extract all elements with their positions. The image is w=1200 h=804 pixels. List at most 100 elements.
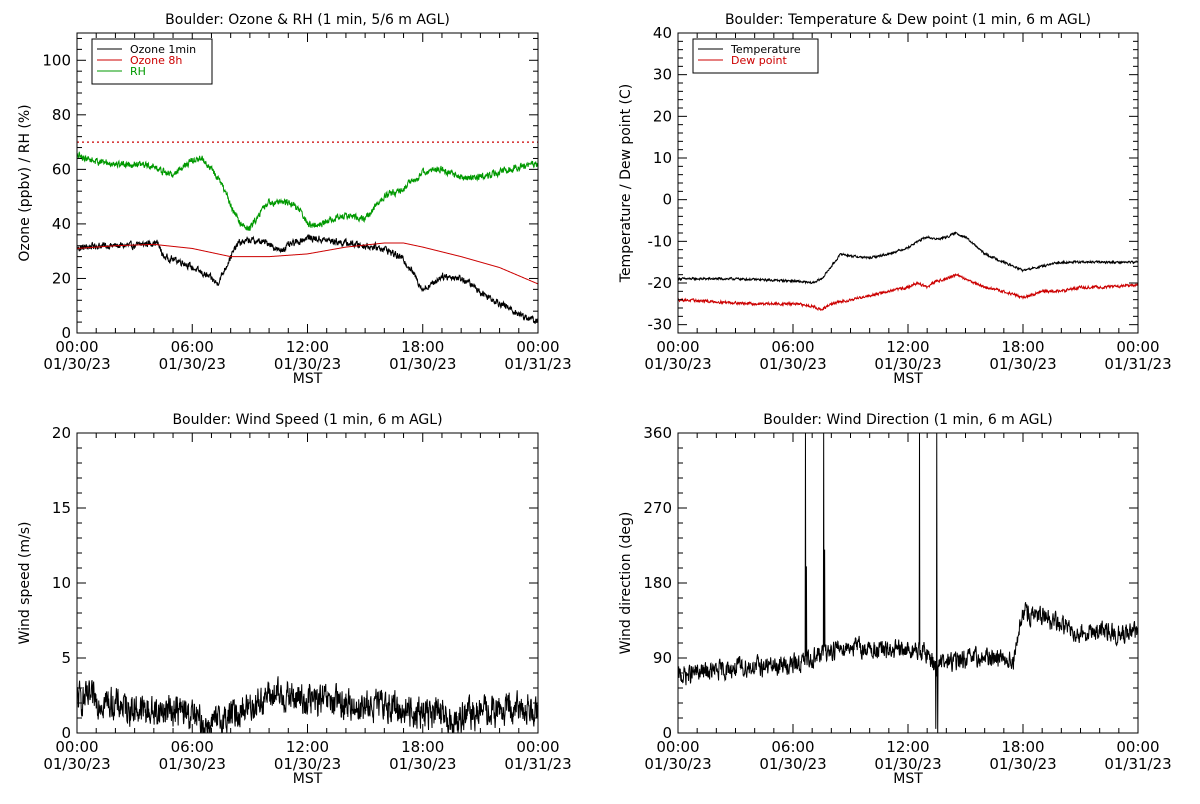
x-tick-label-time: 06:00 bbox=[171, 738, 214, 756]
y-tick-label: 30 bbox=[653, 66, 672, 84]
x-tick-label-time: 06:00 bbox=[771, 738, 814, 756]
plot-frame bbox=[76, 432, 539, 734]
x-tick-label-date: 01/30/23 bbox=[389, 355, 456, 373]
legend-box bbox=[692, 38, 819, 74]
x-tick-label-time: 18:00 bbox=[1001, 738, 1044, 756]
series-line-ozone-1min bbox=[77, 233, 538, 324]
y-tick-label: -10 bbox=[648, 232, 673, 250]
x-tick-label-time: 18:00 bbox=[401, 338, 444, 356]
x-tick-label-time: 00:00 bbox=[656, 738, 699, 756]
y-tick-label: 10 bbox=[653, 149, 672, 167]
y-tick-label: 80 bbox=[52, 106, 71, 124]
y-tick-label: 0 bbox=[61, 324, 71, 342]
chart-title: Boulder: Ozone & RH (1 min, 5/6 m AGL) bbox=[165, 12, 450, 28]
y-tick-label: -20 bbox=[648, 274, 673, 292]
legend-label: Ozone 1min bbox=[130, 43, 196, 56]
series-group bbox=[678, 433, 1138, 733]
chart-title: Boulder: Temperature & Dew point (1 min,… bbox=[725, 12, 1091, 28]
x-tick-label-date: 01/30/23 bbox=[43, 755, 110, 773]
x-tick-label-date: 01/30/23 bbox=[43, 355, 110, 373]
x-tick-label-date: 01/30/23 bbox=[874, 755, 941, 773]
series-line-dew-point bbox=[678, 272, 1138, 312]
y-tick-label: 10 bbox=[52, 574, 71, 592]
y-tick-label: 180 bbox=[643, 574, 672, 592]
x-tick-label-date: 01/30/23 bbox=[274, 355, 341, 373]
x-tick-label-date: 01/30/23 bbox=[759, 355, 826, 373]
x-tick-label-time: 00:00 bbox=[55, 338, 98, 356]
x-tick-label-date: 01/30/23 bbox=[389, 755, 456, 773]
chart-panel-1: Boulder: Ozone & RH (1 min, 5/6 m AGL) 0 2… bbox=[17, 12, 572, 387]
y-tick-label: 360 bbox=[643, 424, 672, 442]
x-tick-label-time: 12:00 bbox=[286, 338, 329, 356]
legend-label: RH bbox=[130, 65, 146, 78]
x-tick-label-date: 01/31/23 bbox=[1104, 755, 1171, 773]
x-tick-label-date: 01/31/23 bbox=[504, 755, 571, 773]
chart-panel-2: Boulder: Temperature & Dew point (1 min,… bbox=[618, 12, 1172, 387]
series-line-1 bbox=[678, 433, 1138, 733]
x-tick-label-time: 00:00 bbox=[55, 738, 98, 756]
legend-label: Ozone 8h bbox=[130, 54, 182, 67]
y-tick-label: 40 bbox=[653, 24, 672, 42]
x-tick-label-date: 01/30/23 bbox=[159, 355, 226, 373]
series-line-rh bbox=[77, 151, 538, 231]
x-tick-label-date: 01/30/23 bbox=[274, 755, 341, 773]
chart-title: Boulder: Wind Speed (1 min, 6 m AGL) bbox=[172, 412, 442, 428]
y-tick-label: 40 bbox=[52, 215, 71, 233]
x-tick-label-date: 01/30/23 bbox=[989, 755, 1056, 773]
chart-title: Boulder: Wind Direction (1 min, 6 m AGL) bbox=[763, 412, 1052, 428]
x-tick-label-time: 12:00 bbox=[886, 738, 929, 756]
x-tick-label-time: 12:00 bbox=[286, 738, 329, 756]
y-tick-label: 0 bbox=[662, 191, 672, 209]
y-axis-label: Wind speed (m/s) bbox=[17, 522, 33, 645]
x-axis-label: MST bbox=[893, 771, 923, 787]
x-tick-label-time: 00:00 bbox=[516, 338, 559, 356]
x-tick-label-time: 12:00 bbox=[886, 338, 929, 356]
x-tick-label-date: 01/30/23 bbox=[989, 355, 1056, 373]
x-tick-label-time: 06:00 bbox=[771, 338, 814, 356]
x-tick-label-time: 00:00 bbox=[1116, 338, 1159, 356]
x-tick-label-time: 06:00 bbox=[171, 338, 214, 356]
legend-box bbox=[91, 38, 213, 85]
y-tick-label: 5 bbox=[61, 649, 71, 667]
x-tick-label-date: 01/31/23 bbox=[1104, 355, 1171, 373]
x-axis-label: MST bbox=[893, 371, 923, 387]
x-axis-label: MST bbox=[293, 771, 323, 787]
y-tick-label: 20 bbox=[52, 269, 71, 287]
y-tick-label: 20 bbox=[52, 424, 71, 442]
x-tick-label-time: 00:00 bbox=[656, 338, 699, 356]
x-tick-label-time: 00:00 bbox=[516, 738, 559, 756]
x-tick-label-date: 01/30/23 bbox=[159, 755, 226, 773]
y-tick-label: 20 bbox=[653, 107, 672, 125]
y-tick-label: 270 bbox=[643, 499, 672, 517]
x-axis-label: MST bbox=[293, 371, 323, 387]
x-tick-label-date: 01/30/23 bbox=[644, 355, 711, 373]
x-tick-label-time: 00:00 bbox=[1116, 738, 1159, 756]
series-group bbox=[678, 231, 1138, 312]
series-group bbox=[77, 151, 538, 324]
chart-panel-4: Boulder: Wind Direction (1 min, 6 m AGL)… bbox=[618, 412, 1172, 787]
y-axis-label: Ozone (ppbv) / RH (%) bbox=[17, 104, 33, 261]
y-tick-label: 60 bbox=[52, 160, 71, 178]
y-tick-label: 0 bbox=[61, 724, 71, 742]
y-tick-label: 0 bbox=[662, 724, 672, 742]
x-tick-label-date: 01/30/23 bbox=[874, 355, 941, 373]
legend-label: Temperature bbox=[730, 43, 801, 56]
series-line-temperature bbox=[678, 231, 1138, 285]
legend-label: Dew point bbox=[731, 54, 787, 67]
x-tick-label-time: 18:00 bbox=[1001, 338, 1044, 356]
plot-frame bbox=[677, 432, 1139, 734]
y-axis-label: Temperature / Dew point (C) bbox=[618, 84, 634, 283]
y-tick-label: 100 bbox=[42, 51, 71, 69]
x-tick-label-date: 01/30/23 bbox=[644, 755, 711, 773]
series-line-ozone-8h bbox=[77, 242, 538, 285]
x-tick-label-date: 01/30/23 bbox=[759, 755, 826, 773]
y-tick-label: -30 bbox=[648, 316, 673, 334]
x-tick-label-time: 18:00 bbox=[401, 738, 444, 756]
chart-panel-3: Boulder: Wind Speed (1 min, 6 m AGL) 0 5 10… bbox=[17, 412, 572, 787]
y-axis-label: Wind direction (deg) bbox=[618, 512, 634, 655]
y-tick-label: 90 bbox=[653, 649, 672, 667]
y-tick-label: 15 bbox=[52, 499, 71, 517]
